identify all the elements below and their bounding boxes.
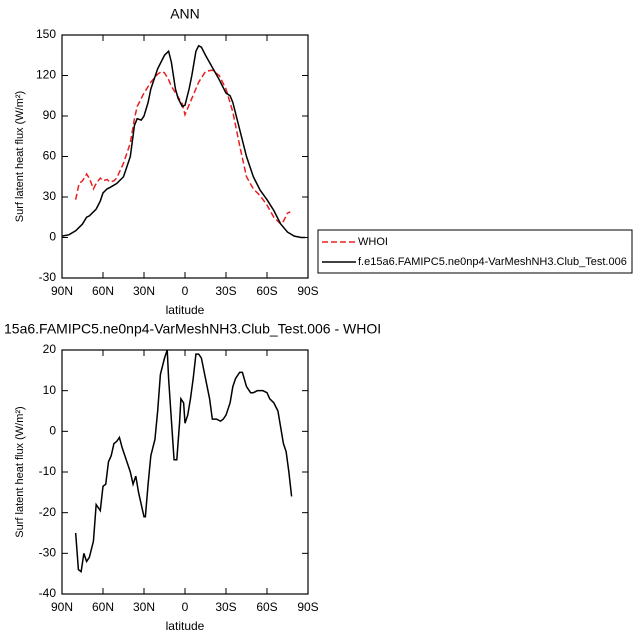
x-tick-label: 30S	[215, 284, 236, 298]
legend-label: WHOI	[358, 236, 388, 248]
y-tick-label: -10	[39, 464, 57, 478]
x-tick-label: 0	[182, 284, 189, 298]
data-line	[74, 69, 291, 226]
y-tick-label: 20	[43, 342, 57, 356]
x-tick-label: 0	[182, 600, 189, 614]
chart-title: ANN	[170, 6, 200, 22]
x-tick-label: 90N	[51, 284, 73, 298]
x-tick-label: 60N	[92, 600, 114, 614]
y-tick-label: 90	[43, 108, 57, 122]
plot-frame	[61, 34, 309, 279]
data-line	[61, 44, 306, 239]
plot-frame	[61, 349, 309, 595]
y-tick-label: 150	[36, 27, 56, 41]
x-tick-label: 60S	[256, 284, 277, 298]
y-tick-label: 60	[43, 149, 57, 163]
legend-label: f.e15a6.FAMIPC5.ne0np4-VarMeshNH3.Club_T…	[358, 256, 627, 268]
x-tick-label: 90N	[51, 600, 73, 614]
x-axis-label: latitude	[166, 619, 205, 633]
y-tick-label: 30	[43, 189, 57, 203]
y-tick-label: -30	[39, 546, 57, 560]
y-tick-label: 0	[49, 230, 56, 244]
x-tick-label: 90S	[297, 284, 318, 298]
data-line	[74, 349, 293, 573]
y-tick-label: -40	[39, 586, 57, 600]
y-axis-label: Surf latent heat flux (W/m²)	[14, 406, 26, 537]
x-tick-label: 30N	[133, 284, 155, 298]
x-tick-label: 60S	[256, 600, 277, 614]
x-axis-label: latitude	[166, 303, 205, 317]
y-tick-label: 10	[43, 383, 57, 397]
x-tick-label: 90S	[297, 600, 318, 614]
y-tick-label: -30	[39, 270, 57, 284]
y-axis-label: Surf latent heat flux (W/m²)	[14, 91, 26, 222]
x-tick-label: 30N	[133, 600, 155, 614]
y-tick-label: 0	[49, 424, 56, 438]
y-tick-label: 120	[36, 68, 56, 82]
y-tick-label: -20	[39, 505, 57, 519]
x-tick-label: 30S	[215, 600, 236, 614]
legend-box	[317, 229, 633, 274]
chart-title: 15a6.FAMIPC5.ne0np4-VarMeshNH3.Club_Test…	[4, 321, 381, 337]
x-tick-label: 60N	[92, 284, 114, 298]
